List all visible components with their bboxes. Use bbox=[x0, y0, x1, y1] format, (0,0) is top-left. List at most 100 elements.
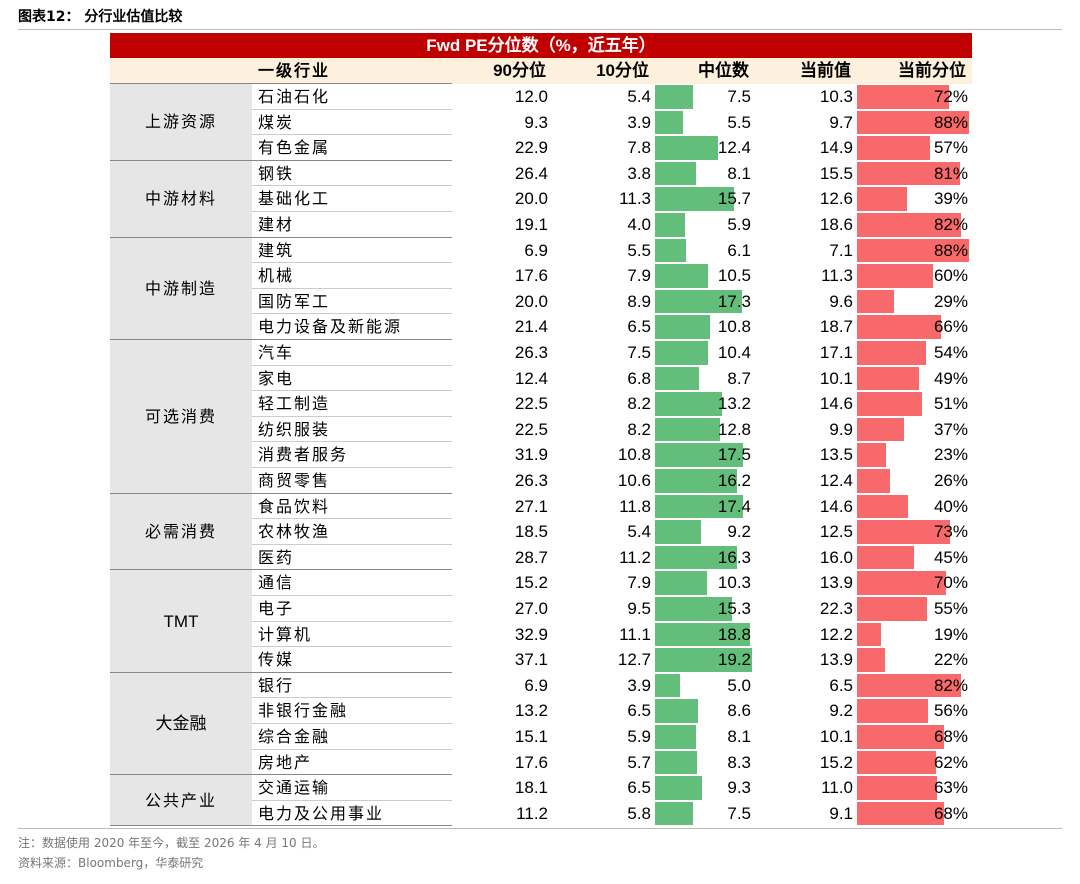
value: 28.7 bbox=[514, 547, 548, 567]
group-cell bbox=[110, 570, 252, 673]
median-bar bbox=[655, 187, 735, 211]
group-line bbox=[110, 83, 452, 84]
value: 17.1 bbox=[819, 343, 853, 362]
group-cell bbox=[110, 775, 252, 827]
value: 11.2 bbox=[516, 803, 548, 823]
value: 32.9 bbox=[514, 624, 548, 644]
median-bar bbox=[655, 85, 693, 109]
group-line bbox=[110, 339, 452, 340]
value: 37% bbox=[933, 419, 968, 439]
median-bar bbox=[655, 622, 750, 647]
percentile-bar bbox=[857, 622, 882, 647]
percentile-bar bbox=[857, 366, 920, 391]
value: 5.9 bbox=[727, 215, 751, 234]
value: 68% bbox=[933, 803, 968, 823]
value: 88% bbox=[933, 240, 968, 260]
row-line bbox=[252, 646, 452, 648]
percentile-bar bbox=[857, 417, 905, 442]
value: 13.2 bbox=[717, 394, 751, 414]
percentile-bar bbox=[857, 392, 922, 416]
value: 3.8 bbox=[627, 163, 651, 183]
footnote: 注：数据使用 2020 年至今，截至 2026 年 4 月 10 日。 bbox=[18, 836, 325, 850]
value: 11.3 bbox=[821, 266, 853, 286]
median-bar bbox=[655, 673, 681, 698]
industry: 电子 bbox=[258, 599, 295, 618]
row-line bbox=[252, 211, 452, 212]
value: 18.8 bbox=[717, 624, 751, 644]
value: 11.2 bbox=[619, 547, 651, 567]
value: 68% bbox=[933, 727, 968, 746]
median-bar bbox=[655, 264, 709, 288]
value: 19% bbox=[933, 624, 968, 644]
industry: 基础化工 bbox=[258, 189, 331, 209]
value: 7.8 bbox=[627, 138, 651, 158]
value: 7.9 bbox=[627, 573, 651, 593]
industry: 电力设备及新能源 bbox=[258, 317, 403, 337]
median-bar bbox=[655, 366, 699, 391]
industry: 纺织服装 bbox=[258, 419, 331, 439]
column-header: 90分位 bbox=[493, 61, 546, 80]
value: 12.8 bbox=[717, 419, 751, 439]
value: 17.6 bbox=[514, 752, 548, 772]
row-line bbox=[252, 723, 452, 724]
group-line bbox=[110, 236, 452, 238]
row-line bbox=[252, 697, 452, 699]
percentile-bar bbox=[857, 648, 885, 672]
median-bar bbox=[655, 776, 702, 800]
value: 6.9 bbox=[524, 675, 548, 695]
row-line bbox=[252, 441, 452, 443]
value: 63% bbox=[933, 778, 968, 798]
value: 29% bbox=[933, 291, 968, 311]
group-label: 必需消费 bbox=[144, 522, 217, 541]
value: 6.8 bbox=[627, 368, 651, 388]
value: 51% bbox=[933, 394, 968, 414]
median-bar bbox=[655, 469, 737, 493]
value: 10.1 bbox=[819, 727, 853, 746]
value: 9.3 bbox=[727, 778, 751, 798]
column-header: 中位数 bbox=[698, 61, 749, 80]
industry: 食品饮料 bbox=[258, 496, 331, 516]
value: 9.3 bbox=[524, 112, 548, 132]
value: 57% bbox=[933, 138, 968, 158]
value: 7.5 bbox=[627, 343, 651, 362]
value: 17.3 bbox=[717, 291, 751, 311]
value: 13.9 bbox=[819, 650, 853, 670]
value: 10.8 bbox=[717, 317, 751, 337]
value: 8.3 bbox=[727, 752, 751, 772]
industry: 石油石化 bbox=[258, 87, 331, 106]
group-line bbox=[110, 774, 452, 776]
value: 15.5 bbox=[819, 163, 853, 183]
percentile-bar bbox=[857, 110, 969, 135]
value: 21.4 bbox=[514, 317, 548, 337]
value: 18.6 bbox=[819, 215, 853, 234]
value: 11.0 bbox=[821, 778, 853, 798]
value: 15.2 bbox=[819, 752, 853, 772]
value: 16.2 bbox=[717, 471, 751, 490]
group-line bbox=[110, 671, 452, 673]
value: 6.1 bbox=[727, 240, 751, 260]
median-bar bbox=[655, 725, 696, 749]
value: 19.1 bbox=[514, 215, 548, 234]
row-line bbox=[252, 595, 452, 596]
value: 8.2 bbox=[627, 419, 651, 439]
value: 15.1 bbox=[514, 727, 548, 746]
value: 70% bbox=[933, 573, 968, 593]
value: 8.6 bbox=[727, 701, 751, 721]
industry: 建筑 bbox=[258, 240, 295, 260]
row-line bbox=[252, 467, 452, 468]
value: 14.9 bbox=[819, 138, 853, 158]
row-line bbox=[252, 518, 452, 520]
value: 6.5 bbox=[627, 317, 651, 337]
header-row bbox=[110, 58, 972, 84]
value: 3.9 bbox=[627, 112, 651, 132]
value: 26.3 bbox=[514, 343, 548, 362]
median-bar bbox=[655, 315, 710, 339]
row-line bbox=[252, 262, 452, 264]
value: 8.1 bbox=[727, 163, 751, 183]
median-bar bbox=[655, 520, 702, 544]
value: 17.6 bbox=[514, 266, 548, 286]
percentile-bar bbox=[857, 776, 938, 800]
industry: 综合金融 bbox=[258, 727, 331, 746]
value: 7.5 bbox=[727, 87, 751, 106]
percentile-bar bbox=[857, 136, 930, 160]
